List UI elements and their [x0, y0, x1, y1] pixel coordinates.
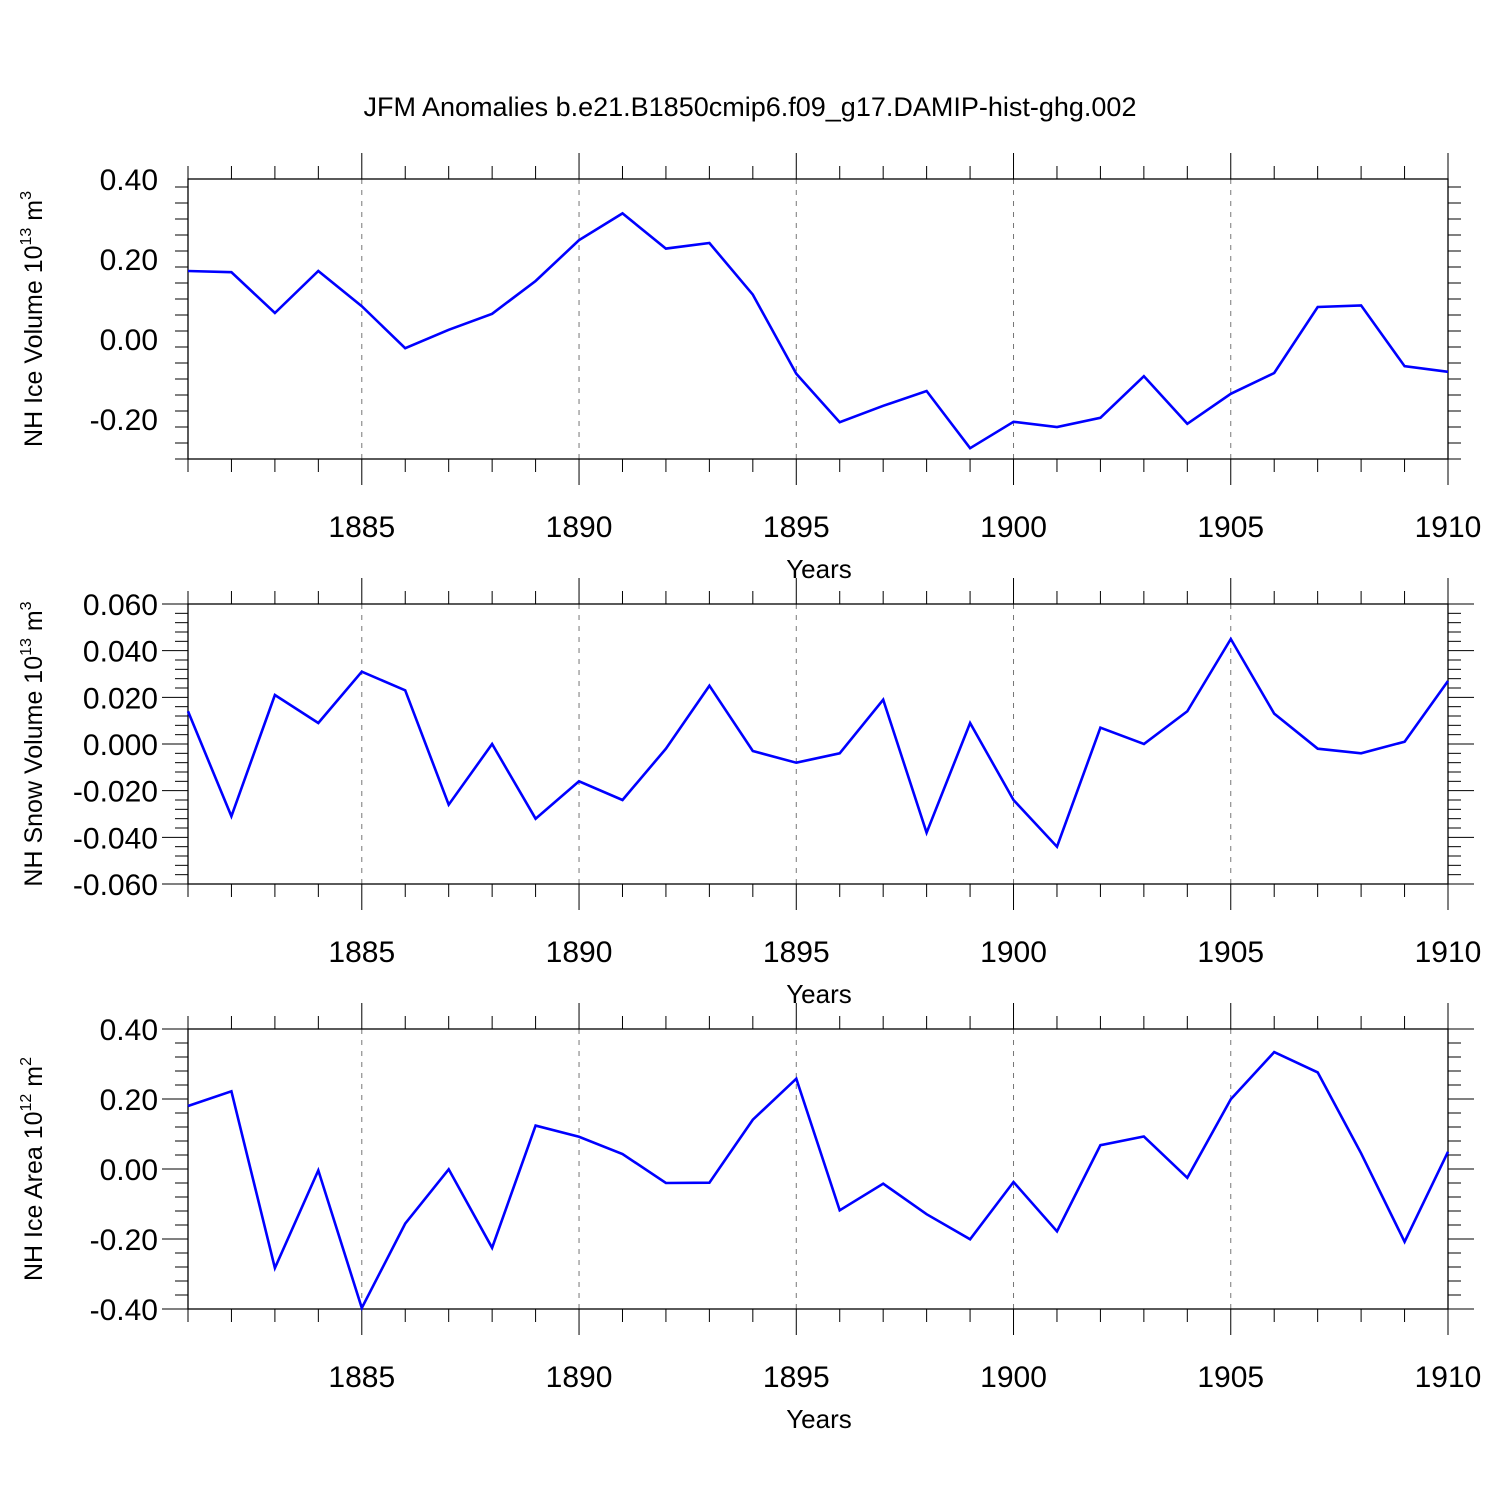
- y-axis-label: NH Ice Volume 1013 m3: [18, 191, 48, 447]
- x-tick-label: 1890: [546, 511, 613, 544]
- x-axis-label: Years: [786, 979, 852, 1009]
- x-tick-label: 1895: [763, 511, 830, 544]
- y-tick-label: -0.20: [90, 404, 158, 437]
- y-tick-label: -0.40: [90, 1294, 158, 1327]
- y-tick-label: 0.00: [100, 324, 158, 357]
- x-tick-label: 1895: [763, 936, 830, 969]
- y-tick-label: 0.060: [83, 589, 158, 622]
- plot-frame: [187, 603, 1449, 885]
- x-tick-label: 1910: [1415, 1361, 1482, 1394]
- y-tick-label: 0.40: [100, 1014, 158, 1047]
- x-tick-label: 1885: [328, 936, 395, 969]
- x-tick-label: 1885: [328, 511, 395, 544]
- chart-title: JFM Anomalies b.e21.B1850cmip6.f09_g17.D…: [364, 92, 1137, 122]
- y-tick-label: 0.020: [83, 682, 158, 715]
- y-tick-label: 0.040: [83, 636, 158, 669]
- x-tick-label: 1900: [980, 936, 1047, 969]
- plot-frame: [187, 1028, 1449, 1310]
- x-tick-label: 1905: [1197, 936, 1264, 969]
- x-axis-label: Years: [786, 1404, 852, 1434]
- series-line-ice-area: [187, 1050, 1450, 1312]
- x-tick-label: 1905: [1197, 1361, 1264, 1394]
- x-tick-label: 1905: [1197, 511, 1264, 544]
- y-tick-label: 0.20: [100, 1084, 158, 1117]
- panel-ice-area: -0.40 -0.20 0.00 0.20 0.40 1885 1890 1895 1900 19…: [18, 1003, 1481, 1434]
- y-tick-label: 0.40: [100, 164, 158, 197]
- x-tick-label: 1895: [763, 1361, 830, 1394]
- y-tick-label: -0.060: [73, 869, 158, 902]
- panel-ice-volume: -0.20 0.00 0.20 0.40 1885 1890 1895 1900 1905 191…: [18, 153, 1481, 584]
- y-tick-label: -0.20: [90, 1224, 158, 1257]
- x-tick-label: 1900: [980, 1361, 1047, 1394]
- plot-frame: [187, 178, 1449, 460]
- x-tick-label: 1885: [328, 1361, 395, 1394]
- y-axis-label: NH Snow Volume 1013 m3: [18, 601, 48, 886]
- x-tick-label: 1910: [1415, 936, 1482, 969]
- x-axis-label: Years: [786, 554, 852, 584]
- series-line-snow-volume: [186, 636, 1450, 850]
- y-tick-label: 0.000: [83, 729, 158, 762]
- x-tick-label: 1890: [546, 1361, 613, 1394]
- panel-snow-volume: -0.060 -0.040 -0.020 0.000 0.020 0.040 0.060 18…: [18, 578, 1481, 1009]
- y-axis-label: NH Ice Area 1012 m2: [18, 1057, 48, 1281]
- x-tick-label: 1910: [1415, 511, 1482, 544]
- y-tick-label: -0.040: [73, 822, 158, 855]
- series-line-ice-volume: [187, 211, 1449, 450]
- y-tick-label: 0.20: [100, 244, 158, 277]
- y-tick-label: -0.020: [73, 776, 158, 809]
- y-tick-label: 0.00: [100, 1154, 158, 1187]
- x-tick-label: 1900: [980, 511, 1047, 544]
- x-tick-label: 1890: [546, 936, 613, 969]
